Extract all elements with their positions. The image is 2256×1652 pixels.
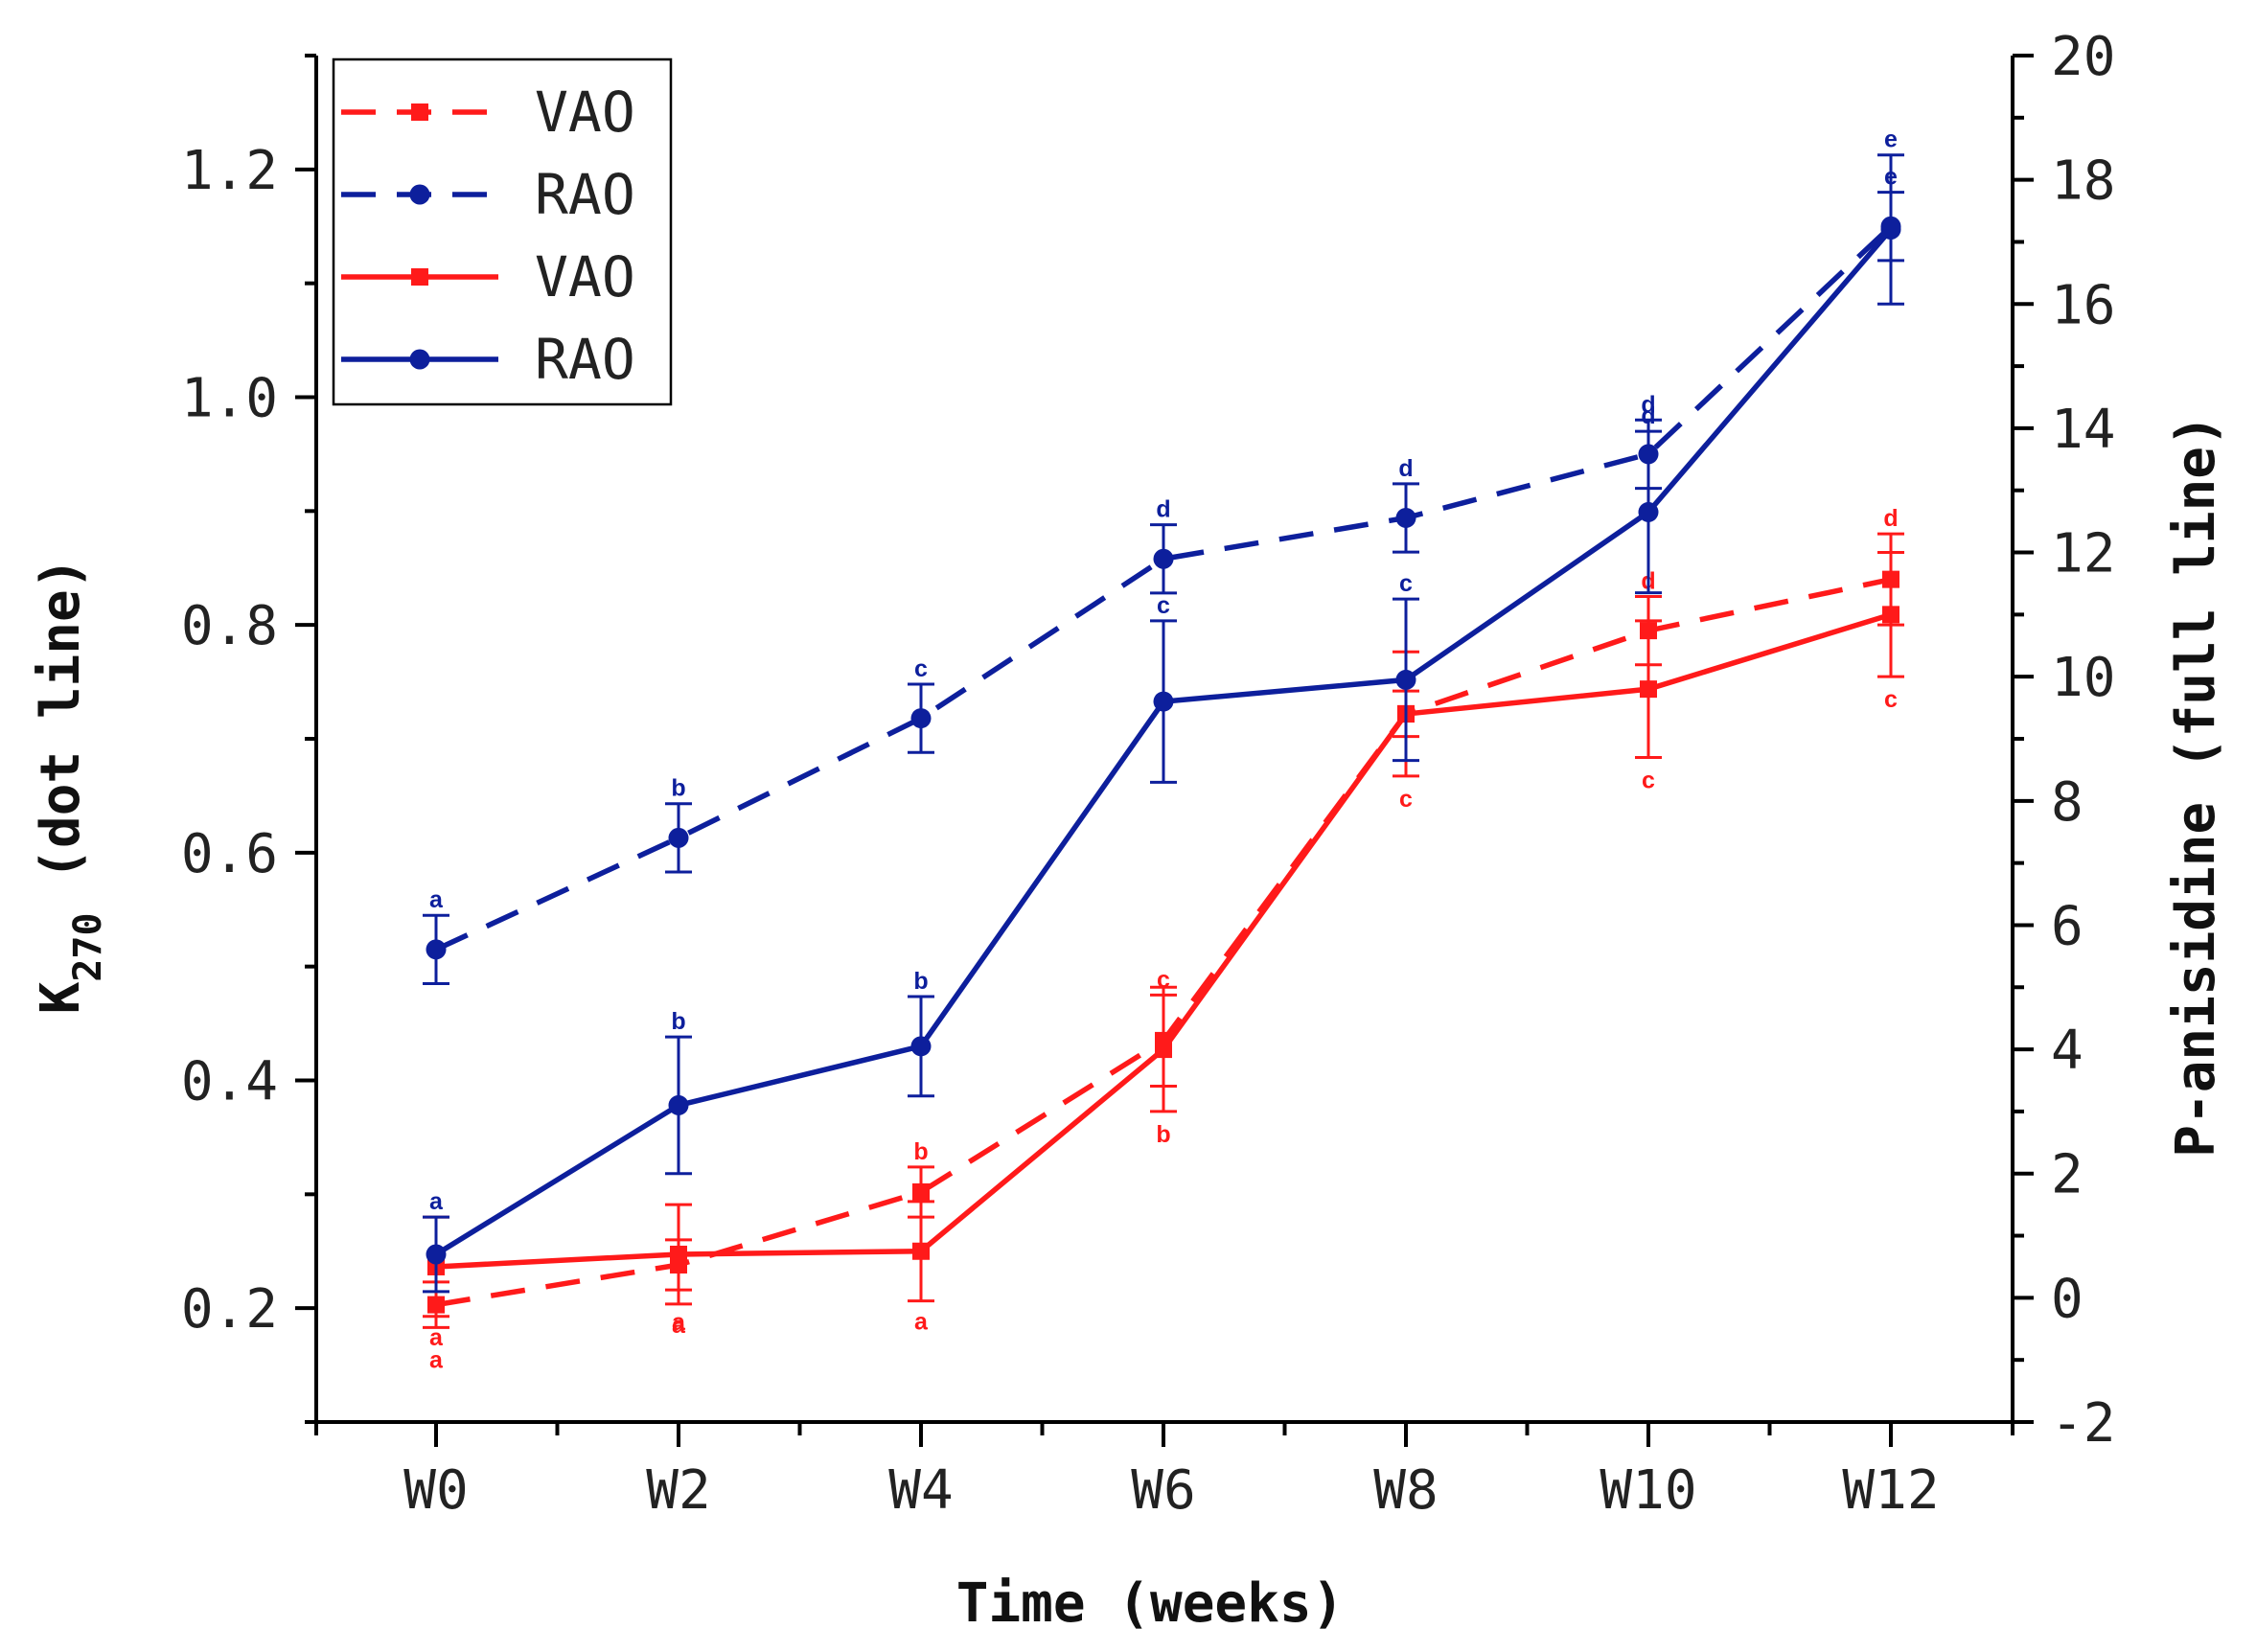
data-point [1880,218,1901,240]
significance-letter: b [1156,1121,1170,1148]
series-layer: aabccddabcdddeaaabcccabbccde [423,126,1904,1373]
legend-marker [409,184,430,205]
left-y-axis-title-rest: (dot line) [30,558,92,913]
legend-box [332,57,673,406]
significance-letter: d [1398,455,1413,482]
legend-label: VAO [535,244,635,310]
legend-marker [409,349,430,370]
significance-letter: b [671,1008,685,1035]
significance-letter: d [1883,505,1898,532]
significance-letter: d [1641,402,1655,429]
legend-item: VAO [341,80,635,145]
x-tick-label: W12 [1842,1459,1939,1522]
significance-letter: a [672,1309,686,1336]
left-tick-label: 0.2 [181,1278,278,1341]
data-point [1153,691,1174,712]
left-tick-label: 1.2 [181,140,278,202]
x-tick-label: W2 [646,1459,710,1522]
x-tick-label: W6 [1131,1459,1195,1522]
data-point [910,708,932,729]
significance-letter: a [429,1188,444,1215]
x-tick-label: W0 [403,1459,468,1522]
right-tick-label: 16 [2051,274,2115,336]
significance-letter: c [914,655,928,682]
x-tick-label: W4 [888,1459,953,1522]
x-axis-title: Time (weeks) [956,1572,1345,1635]
data-point [668,827,689,848]
significance-letter: a [429,1324,444,1351]
series-rao-solid: a b b c c d e [423,126,1904,1294]
right-y-axis-title: P-anisidine (full line) [2165,414,2227,1157]
left-tick-label: 0.6 [181,823,278,885]
x-axis: W0 W2 W4 W6 W8 W10 W12 [314,1422,2014,1522]
left-tick-label: 1.0 [181,368,278,430]
x-tick-label: W8 [1373,1459,1438,1522]
right-tick-label: 2 [2051,1144,2083,1206]
data-point [668,1094,689,1115]
data-point [670,1245,687,1263]
significance-letter: c [1399,786,1413,813]
right-y-axis: -2 0 2 4 6 8 10 12 14 16 18 20 [2013,26,2115,1455]
left-y-axis-title: K270 (dot line) [30,558,110,1015]
data-point [1640,680,1657,699]
significance-letter: a [914,1309,929,1336]
data-point [426,1244,447,1265]
x-tick-label: W10 [1600,1459,1696,1522]
legend-label: VAO [535,80,635,145]
significance-letter: b [913,968,928,995]
right-tick-label: 10 [2051,647,2115,709]
right-tick-label: 18 [2051,150,2115,213]
data-point [1395,507,1416,528]
significance-letter: c [1642,767,1655,793]
significance-letter: d [1156,496,1170,523]
significance-letter: c [1399,570,1413,597]
right-tick-label: 12 [2051,523,2115,585]
significance-letter: a [429,1346,444,1373]
data-point [1638,501,1659,522]
legend-item: RAO [341,327,635,392]
legend-item: VAO [341,244,635,310]
legend-marker [411,268,428,286]
right-tick-label: -2 [2051,1392,2115,1455]
legend-item: RAO [341,162,635,227]
significance-letter: d [1641,391,1655,418]
significance-letter: c [1157,592,1170,619]
left-tick-label: 0.8 [181,595,278,657]
data-point [426,939,447,960]
significance-letter: c [1884,686,1898,713]
data-point [1395,669,1416,690]
legend-label: RAO [535,327,635,392]
significance-letter: a [672,1312,686,1339]
left-y-axis-title-sub: 270 [66,912,110,981]
significance-letter: e [1884,126,1898,153]
data-point [1882,606,1899,624]
right-tick-label: 14 [2051,399,2115,461]
left-y-axis: 0.2 0.4 0.6 0.8 1.0 1.2 [181,54,316,1424]
right-tick-label: 0 [2051,1268,2083,1330]
left-tick-label: 0.4 [181,1051,278,1113]
data-point [1155,1041,1172,1059]
data-point [912,1182,930,1201]
right-tick-label: 4 [2051,1020,2083,1082]
significance-letter: b [913,1138,928,1165]
right-tick-label: 6 [2051,895,2083,957]
left-y-axis-title-main: K [30,981,92,1014]
data-point [912,1242,930,1260]
legend-marker [411,103,428,121]
right-tick-label: 20 [2051,26,2115,88]
data-point [1153,548,1174,569]
data-point [910,1036,932,1057]
significance-letter: b [671,775,685,802]
legend-label: RAO [535,162,635,227]
legend: VAO RAO VAO RAO [332,57,673,406]
significance-letter: a [429,886,444,913]
right-tick-label: 8 [2051,771,2083,834]
